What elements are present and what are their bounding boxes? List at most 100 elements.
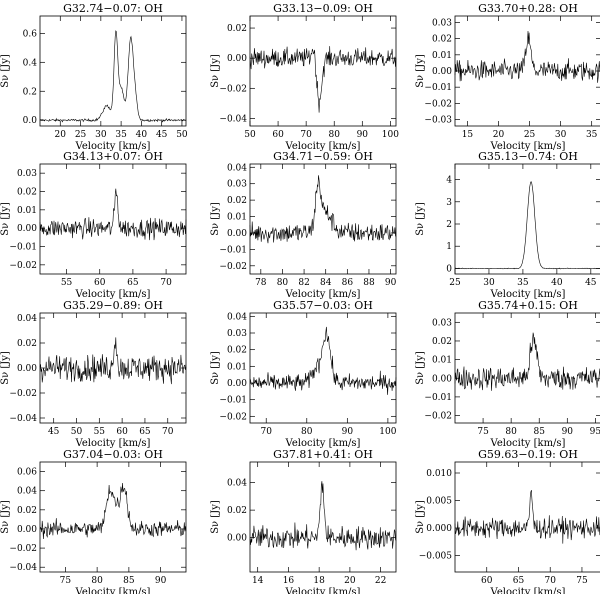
y-axis-label: Sν [Jy] <box>0 54 11 88</box>
y-tick-label: −0.005 <box>419 552 453 562</box>
x-axis-label: Velocity [km/s] <box>490 587 566 594</box>
panel-11: G37.81+0.41: OH 14 16 18 20 22 0.00 0.02 0.04 Vel… <box>210 448 397 594</box>
y-tick-label: −0.01 <box>219 396 247 406</box>
y-tick-label: −0.02 <box>424 412 452 422</box>
x-tick-label: 80 <box>277 278 289 288</box>
x-axis-label: Velocity [km/s] <box>285 587 361 594</box>
panel-title: G32.74−0.07: OH <box>63 2 163 15</box>
x-tick-label: 90 <box>155 576 167 586</box>
y-tick-label: 0.6 <box>23 29 38 39</box>
y-tick-label: 0.04 <box>227 312 247 322</box>
x-axis-label: Velocity [km/s] <box>285 141 361 152</box>
spectrum-line <box>39 30 187 123</box>
spectrum-line <box>249 326 397 395</box>
y-tick-label: 0.005 <box>426 497 452 507</box>
x-tick-label: 95 <box>590 427 600 437</box>
y-tick-label: −0.01 <box>424 83 452 93</box>
y-tick-label: 0.04 <box>17 487 37 497</box>
y-tick-label: 0.010 <box>426 469 452 479</box>
x-tick-label: 14 <box>252 576 264 586</box>
x-axis-label: Velocity [km/s] <box>490 438 566 449</box>
y-axis-label: Sν [Jy] <box>210 351 221 385</box>
x-tick-label: 100 <box>382 130 399 140</box>
y-axis-label: Sν [Jy] <box>415 54 426 88</box>
x-axis-label: Velocity [km/s] <box>285 289 361 300</box>
y-tick-label: −0.03 <box>424 116 452 126</box>
y-tick-label: −0.02 <box>9 544 37 554</box>
panel-title: G35.29−0.89: OH <box>63 299 163 312</box>
x-tick-label: 90 <box>562 427 574 437</box>
x-tick-label: 90 <box>385 278 397 288</box>
y-axis-label: Sν [Jy] <box>415 500 426 534</box>
y-tick-label: 0.03 <box>432 18 452 28</box>
x-tick-label: 18 <box>313 576 325 586</box>
panel-4: G34.13+0.07: OH 55 60 65 70 −0.02 −0.01 0.00 0.0… <box>0 150 187 300</box>
x-tick-label: 86 <box>342 278 354 288</box>
x-tick-label: 60 <box>481 576 493 586</box>
panel-1: G32.74−0.07: OH 20 25 30 35 40 45 50 0.0 0.2 0.4 0.… <box>0 2 188 152</box>
y-tick-label: −0.04 <box>9 414 37 424</box>
y-tick-label: 0.00 <box>227 229 247 239</box>
x-tick-label: 30 <box>95 130 107 140</box>
x-axis-label: Velocity [km/s] <box>75 289 151 300</box>
y-tick-label: 0.01 <box>17 206 37 216</box>
x-tick-label: 75 <box>576 576 588 586</box>
x-tick-label: 84 <box>320 278 332 288</box>
y-tick-label: −0.02 <box>9 389 37 399</box>
panel-9: G35.74+0.15: OH 75 80 85 90 95 −0.02 −0.01 0.00 0… <box>415 299 600 449</box>
y-tick-label: −0.02 <box>219 262 247 272</box>
x-tick-label: 65 <box>139 427 151 437</box>
panel-2: G33.13−0.09: OH 50 60 70 80 90 100 −0.04 −0.02 0.… <box>210 2 399 152</box>
x-axis-label: Velocity [km/s] <box>490 141 566 152</box>
x-tick-label: 40 <box>551 278 563 288</box>
panel-title: G35.74+0.15: OH <box>478 299 578 312</box>
x-tick-label: 50 <box>176 130 188 140</box>
y-axis-label: Sν [Jy] <box>210 54 221 88</box>
x-tick-label: 25 <box>449 278 461 288</box>
y-tick-label: −0.01 <box>219 245 247 255</box>
y-tick-label: 4 <box>446 176 452 186</box>
x-tick-label: 80 <box>301 427 313 437</box>
spectrum-line <box>249 175 397 244</box>
y-tick-label: 0.03 <box>432 318 452 328</box>
x-axis-label: Velocity [km/s] <box>75 141 151 152</box>
x-tick-label: 30 <box>483 278 495 288</box>
panel-title: G37.81+0.41: OH <box>273 448 373 461</box>
x-tick-label: 70 <box>160 278 172 288</box>
y-tick-label: 0.04 <box>227 479 247 489</box>
y-tick-label: 0.04 <box>17 314 37 324</box>
y-tick-label: 0.02 <box>227 506 247 516</box>
panel-12: G59.63−0.19: OH 60 65 70 75 −0.005 0.000 0.005 0… <box>415 448 600 594</box>
plot-frame <box>454 163 600 275</box>
y-axis-label: Sν [Jy] <box>0 351 11 385</box>
x-tick-label: 30 <box>555 130 567 140</box>
panel-8: G35.57−0.03: OH 70 80 90 100 −0.02 −0.01 0.00 0.… <box>210 299 397 449</box>
x-tick-label: 90 <box>342 427 354 437</box>
x-tick-label: 45 <box>156 130 168 140</box>
x-axis-label: Velocity [km/s] <box>285 438 361 449</box>
y-tick-label: 0.00 <box>227 379 247 389</box>
y-tick-label: 0.02 <box>227 346 247 356</box>
y-tick-label: 0.02 <box>432 35 452 45</box>
plot-frame <box>249 15 397 127</box>
spectrum-line <box>454 490 600 544</box>
y-tick-label: −0.04 <box>9 563 37 573</box>
spectrum-line <box>454 30 600 83</box>
panel-7: G35.29−0.89: OH 45 50 55 60 65 70 −0.04 −0.02 0.0… <box>0 299 187 449</box>
plot-frame <box>249 312 397 424</box>
panel-5: G34.71−0.59: OH 78 80 82 84 86 88 90 −0.02 −0.01 0… <box>210 150 397 300</box>
x-tick-label: 80 <box>505 427 517 437</box>
plot-frame <box>249 461 397 573</box>
x-tick-label: 45 <box>585 278 597 288</box>
panel-title: G33.13−0.09: OH <box>273 2 373 15</box>
y-tick-label: 0.00 <box>227 534 247 544</box>
x-tick-label: 65 <box>513 576 525 586</box>
x-tick-label: 20 <box>493 130 505 140</box>
y-tick-label: 0.06 <box>17 468 37 478</box>
y-tick-label: 1 <box>446 242 452 252</box>
y-tick-label: −0.02 <box>219 412 247 422</box>
plot-frame <box>454 312 600 424</box>
y-tick-label: 0.00 <box>432 67 452 77</box>
x-tick-label: 70 <box>260 427 272 437</box>
x-tick-label: 55 <box>61 278 73 288</box>
